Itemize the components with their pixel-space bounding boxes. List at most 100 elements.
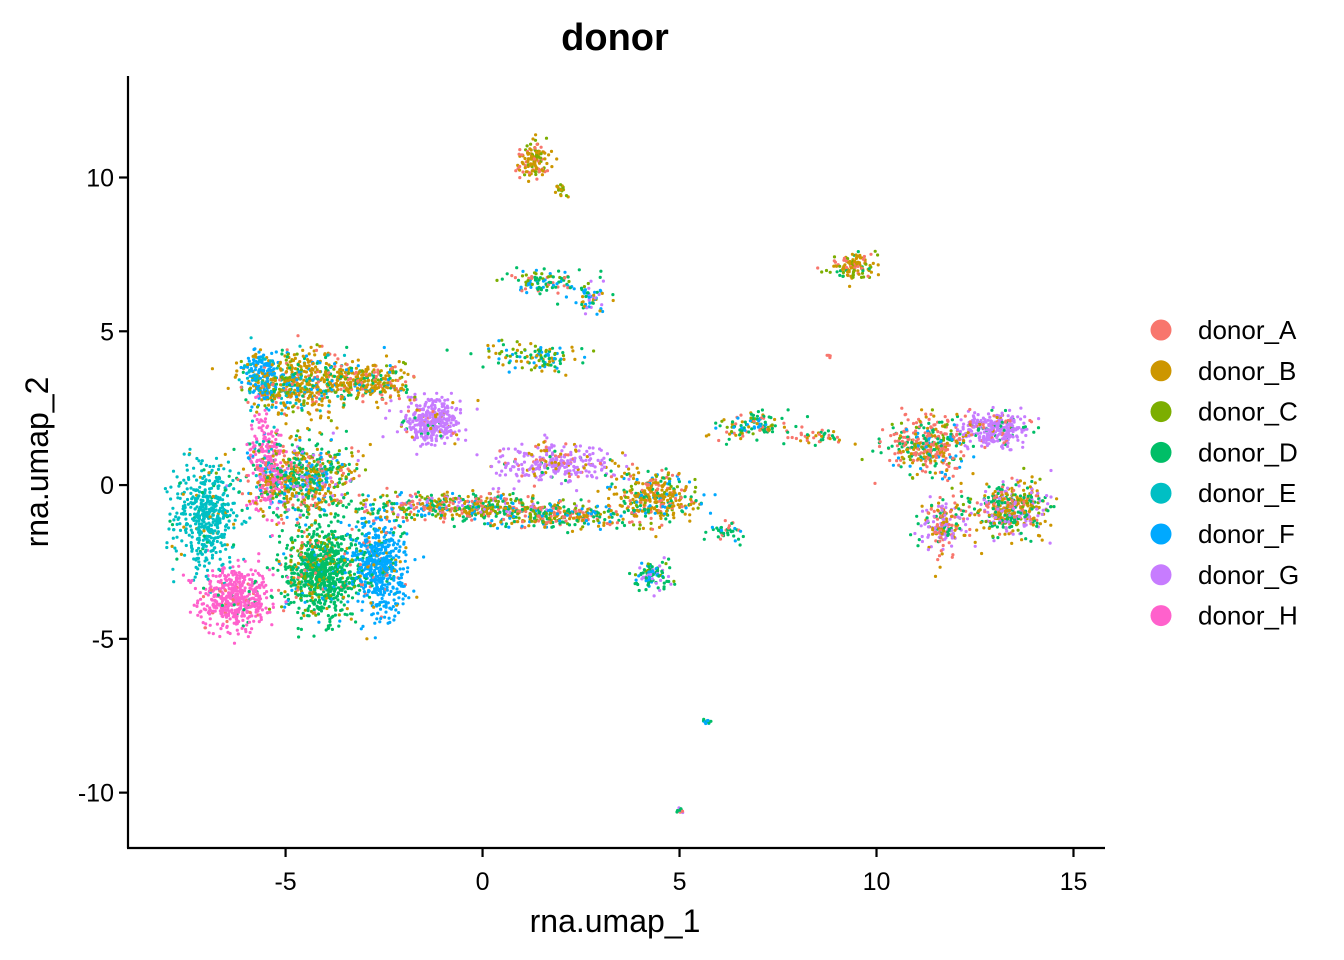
scatter-point-donor_D: [548, 455, 552, 459]
scatter-point-donor_B: [281, 464, 285, 468]
scatter-point-donor_E: [188, 513, 192, 517]
scatter-point-donor_A: [361, 387, 365, 391]
scatter-point-donor_A: [523, 287, 528, 291]
scatter-point-donor_H: [201, 602, 206, 606]
scatter-point-donor_D: [366, 581, 370, 585]
scatter-point-donor_G: [409, 504, 413, 508]
scatter-point-donor_D: [352, 572, 357, 576]
scatter-point-donor_G: [605, 452, 610, 456]
scatter-point-donor_G: [520, 442, 524, 446]
scatter-point-donor_B: [677, 492, 682, 496]
scatter-point-donor_A: [384, 531, 388, 535]
scatter-point-donor_D: [489, 524, 493, 528]
scatter-point-donor_D: [293, 383, 297, 387]
scatter-point-donor_H: [219, 627, 223, 631]
scatter-point-donor_H: [277, 521, 281, 525]
scatter-point-donor_H: [251, 441, 255, 445]
scatter-point-donor_G: [450, 406, 454, 410]
scatter-point-donor_G: [456, 437, 460, 441]
scatter-point-donor_D: [650, 565, 654, 569]
scatter-point-donor_D: [718, 424, 722, 428]
scatter-point-donor_G: [982, 498, 986, 502]
scatter-point-donor_B: [284, 370, 289, 374]
scatter-point-donor_A: [630, 520, 634, 524]
scatter-point-donor_B: [179, 552, 183, 557]
scatter-point-donor_E: [201, 495, 205, 499]
scatter-point-donor_B: [1022, 488, 1026, 492]
scatter-point-donor_A: [983, 510, 987, 514]
scatter-point-donor_D: [312, 608, 316, 612]
scatter-point-donor_A: [294, 595, 298, 600]
scatter-point-donor_G: [413, 423, 417, 427]
scatter-point-donor_F: [507, 370, 511, 374]
scatter-point-donor_A: [914, 429, 918, 433]
scatter-point-donor_B: [292, 576, 296, 580]
scatter-point-donor_A: [357, 493, 361, 497]
scatter-point-donor_H: [205, 604, 209, 608]
scatter-point-donor_D: [285, 546, 289, 550]
scatter-point-donor_G: [261, 471, 265, 475]
scatter-point-donor_B: [527, 524, 531, 528]
scatter-point-donor_B: [476, 398, 480, 403]
scatter-point-donor_D: [333, 515, 337, 519]
scatter-point-donor_F: [381, 551, 385, 555]
scatter-point-donor_B: [310, 391, 314, 395]
scatter-point-donor_C: [350, 451, 354, 455]
scatter-point-donor_E: [185, 497, 190, 502]
scatter-point-donor_B: [985, 482, 989, 486]
scatter-point-donor_C: [751, 432, 755, 436]
scatter-point-donor_E: [245, 506, 249, 510]
scatter-point-donor_D: [310, 535, 314, 539]
scatter-point-donor_F: [401, 592, 405, 596]
scatter-point-donor_B: [471, 489, 475, 493]
scatter-point-donor_F: [653, 511, 657, 515]
scatter-point-donor_A: [380, 397, 384, 401]
scatter-point-donor_F: [551, 283, 556, 287]
scatter-point-donor_D: [346, 586, 350, 591]
scatter-point-donor_B: [294, 491, 299, 495]
scatter-point-donor_D: [329, 600, 333, 604]
scatter-point-donor_A: [561, 516, 565, 520]
scatter-point-donor_C: [303, 608, 307, 612]
scatter-point-donor_A: [309, 503, 313, 507]
scatter-point-donor_G: [543, 433, 547, 437]
scatter-point-donor_B: [225, 543, 229, 547]
scatter-point-donor_B: [971, 472, 975, 476]
scatter-point-donor_D: [394, 370, 398, 374]
scatter-point-donor_G: [408, 422, 412, 426]
scatter-point-donor_C: [436, 512, 440, 516]
scatter-point-donor_F: [391, 605, 395, 609]
scatter-point-donor_B: [343, 370, 347, 375]
scatter-point-donor_B: [515, 348, 520, 352]
scatter-point-donor_A: [323, 396, 327, 400]
scatter-point-donor_F: [366, 494, 370, 498]
scatter-point-donor_F: [387, 519, 392, 523]
scatter-point-donor_G: [984, 441, 988, 445]
scatter-point-donor_H: [207, 631, 211, 635]
scatter-point-donor_D: [345, 345, 349, 349]
scatter-point-donor_G: [455, 406, 459, 411]
scatter-point-donor_G: [591, 451, 595, 456]
scatter-point-donor_D: [928, 470, 932, 474]
scatter-point-donor_D: [325, 395, 329, 399]
scatter-point-donor_F: [513, 366, 517, 370]
scatter-point-donor_H: [223, 574, 227, 578]
scatter-point-donor_C: [520, 501, 524, 505]
scatter-point-donor_G: [475, 453, 479, 457]
scatter-point-donor_G: [413, 430, 417, 434]
scatter-point-donor_B: [385, 500, 390, 504]
scatter-point-donor_A: [517, 152, 521, 156]
scatter-point-donor_D: [556, 302, 560, 306]
scatter-point-donor_D: [560, 520, 565, 524]
scatter-point-donor_B: [531, 137, 535, 141]
scatter-point-donor_C: [280, 605, 284, 609]
scatter-point-donor_A: [296, 406, 300, 410]
scatter-point-donor_E: [279, 401, 283, 405]
scatter-point-donor_C: [347, 371, 351, 375]
scatter-point-donor_D: [603, 473, 608, 477]
scatter-point-donor_E: [210, 556, 214, 560]
scatter-point-donor_E: [237, 378, 241, 382]
scatter-point-donor_A: [650, 527, 655, 531]
scatter-point-donor_B: [740, 420, 744, 424]
scatter-point-donor_F: [403, 559, 407, 563]
